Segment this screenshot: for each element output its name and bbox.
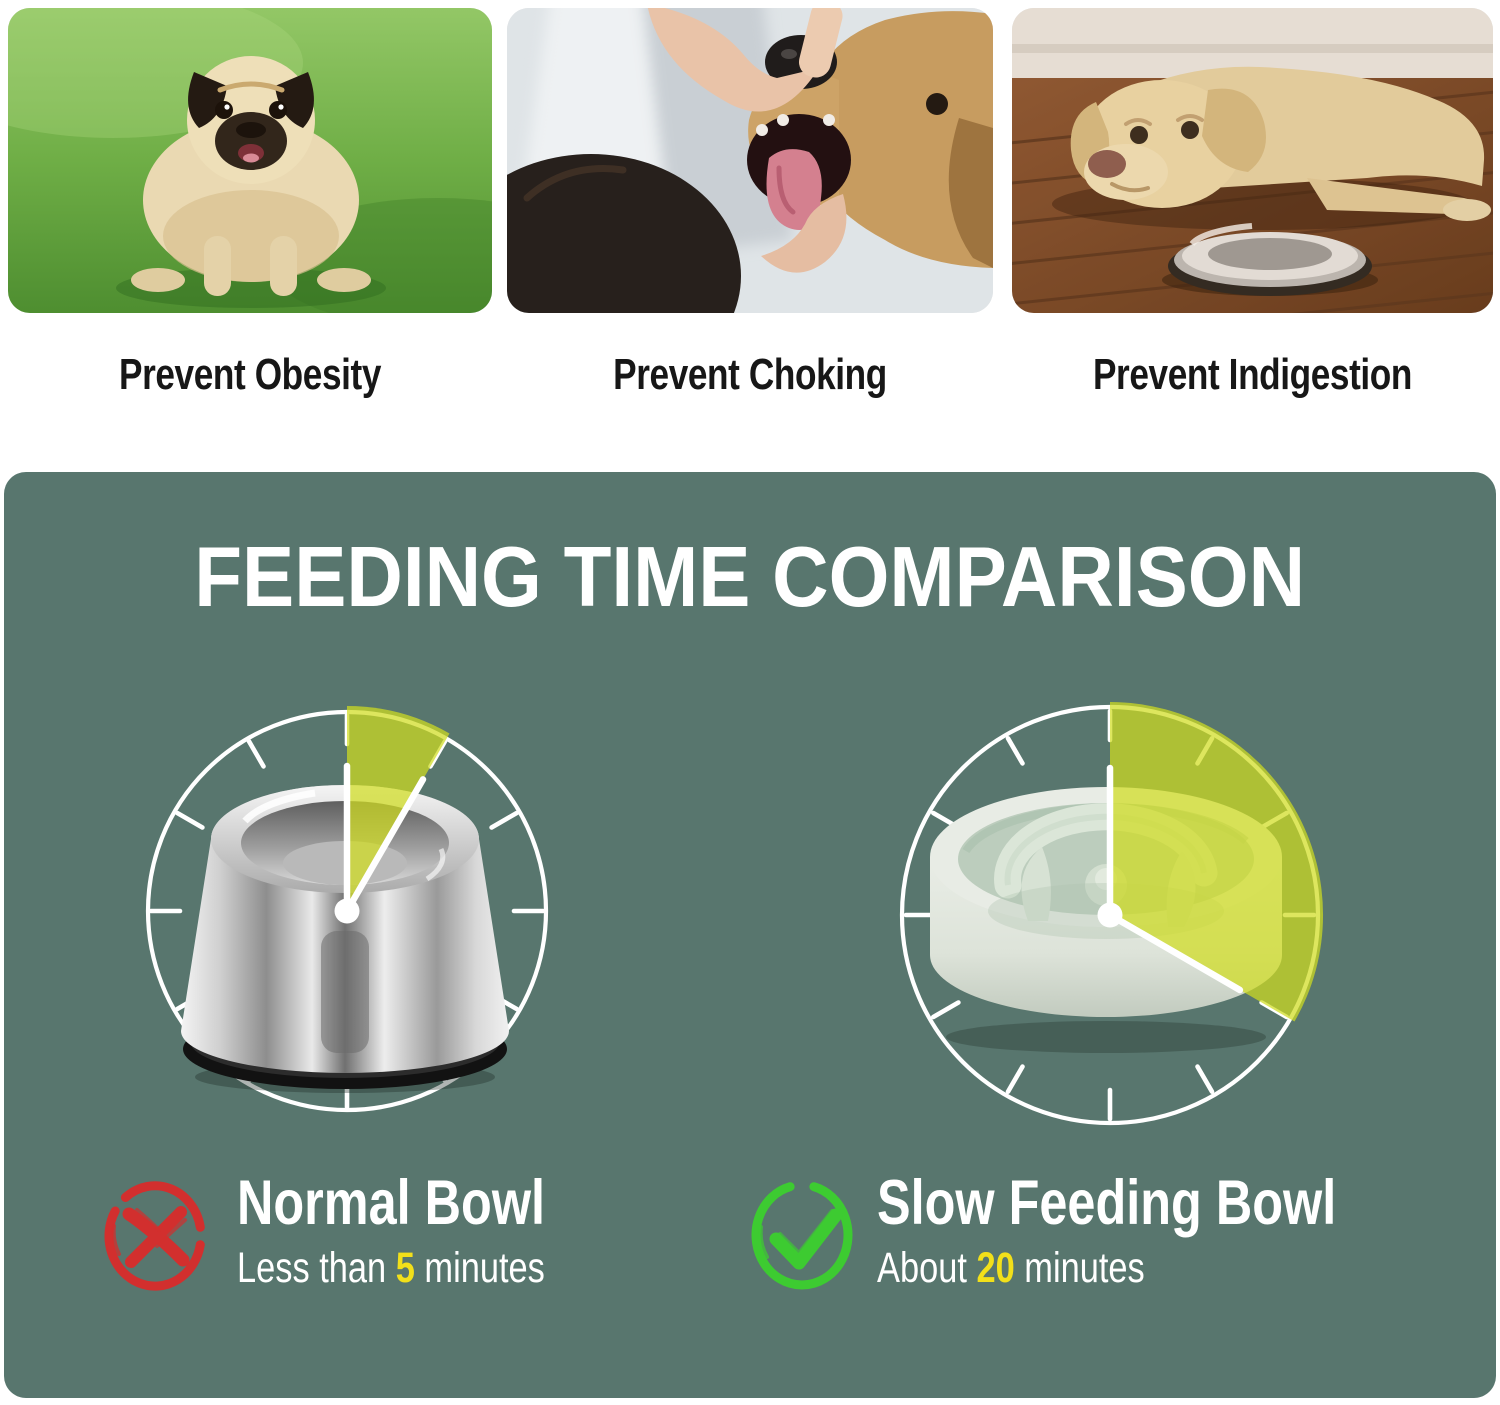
stainless-steel-bowl — [181, 785, 509, 1093]
check-circle-icon — [751, 1182, 853, 1290]
pug-dog — [131, 56, 371, 296]
slow-bowl-clock-diagram — [899, 702, 1324, 1126]
caption-prevent-choking: Prevent Choking — [613, 350, 887, 399]
caption-prevent-obesity: Prevent Obesity — [118, 350, 382, 399]
dog-ear — [948, 118, 993, 268]
time-value-highlight: 5 — [395, 1244, 415, 1292]
normal-bowl-clock-diagram — [145, 706, 549, 1113]
normal-bowl-label: Normal Bowl — [237, 1168, 546, 1238]
pug-muzzle — [215, 112, 287, 170]
tired-dog-illustration — [1012, 8, 1493, 313]
time-value-highlight: 20 — [976, 1244, 1015, 1292]
clock-hand-minutes — [343, 776, 427, 915]
pug-on-grass-illustration — [8, 8, 492, 313]
x-circle-icon — [104, 1181, 205, 1291]
photo-dog-indigestion — [1012, 8, 1493, 313]
comparison-panel: FEEDING TIME COMPARISON — [4, 472, 1496, 1398]
slow-bowl-label: Slow Feeding Bowl — [877, 1168, 1337, 1238]
time-prefix: About — [877, 1244, 977, 1292]
steel-food-bowl — [1162, 223, 1378, 296]
normal-bowl-time: Less than 5 minutes — [237, 1246, 545, 1290]
pug-ear-right — [275, 72, 314, 128]
front-leg — [1307, 178, 1483, 215]
mouth-check-illustration — [507, 8, 993, 313]
dog-nose — [1088, 150, 1126, 178]
clock-center-dot — [1097, 902, 1123, 928]
dog-ear-right — [1202, 88, 1266, 172]
slow-bowl-time: About 20 minutes — [877, 1246, 1145, 1290]
person-hands — [647, 8, 847, 273]
dog-eye — [926, 93, 948, 115]
person-hair — [507, 154, 741, 313]
five-minute-wedge — [347, 706, 450, 911]
time-prefix: Less than — [237, 1244, 396, 1292]
pug-ear-left — [188, 72, 227, 128]
panel-title: FEEDING TIME COMPARISON — [194, 530, 1306, 625]
wall — [1012, 8, 1493, 78]
time-suffix: minutes — [414, 1244, 545, 1292]
photo-obese-pug — [8, 8, 492, 313]
clock-center-dot — [334, 898, 360, 924]
twenty-minute-wedge — [1110, 702, 1324, 1022]
labrador-lying — [1052, 66, 1491, 230]
time-suffix: minutes — [1014, 1244, 1145, 1292]
caption-prevent-indigestion: Prevent Indigestion — [1092, 350, 1413, 399]
clock-hand-minutes — [1106, 911, 1244, 994]
photo-choking-check — [507, 8, 993, 313]
